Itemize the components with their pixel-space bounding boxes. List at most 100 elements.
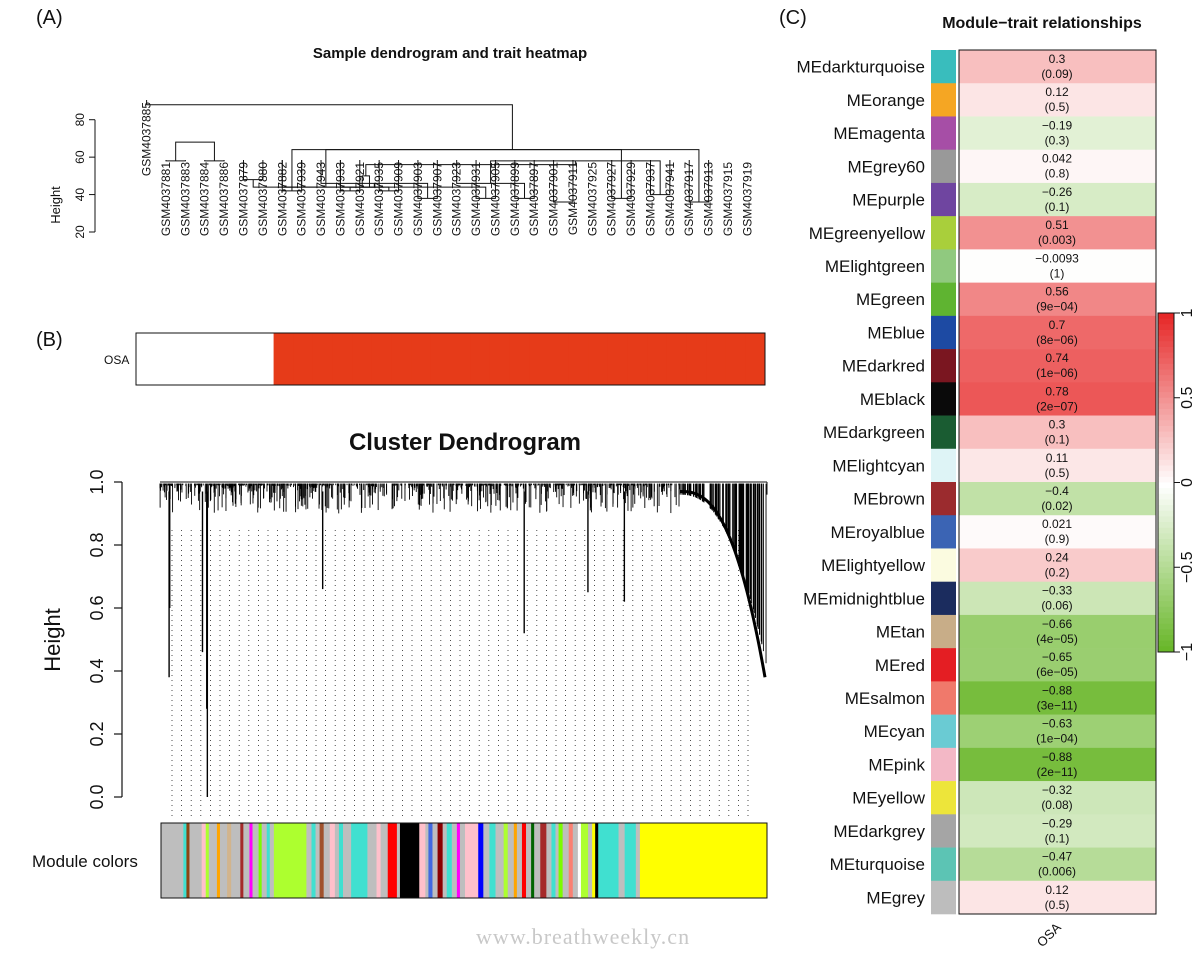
legend-gradient-step [1158,505,1174,512]
module-name: MEgrey [866,888,925,907]
legend-gradient-step [1158,640,1174,647]
module-color-bar [160,822,768,899]
correlation-value: −0.33 [1042,584,1073,598]
heatmap-border [958,49,1157,915]
module-color-swatch [931,847,956,882]
legend-tick-label: 0.5 [1179,387,1196,409]
heatmap-cell [959,448,1156,483]
module-color-swatch [931,814,956,848]
dendrogram-branch [175,141,215,161]
p-value: (9e−04) [1036,300,1078,314]
module-color-stripe [478,823,484,898]
heatmap-cell [959,249,1156,283]
trait-cell [175,333,196,385]
correlation-value: −0.47 [1042,850,1073,864]
dendrogram-branch [378,160,400,192]
legend-gradient-step [1158,437,1174,444]
p-value: (0.02) [1041,499,1072,513]
trait-cell [253,333,275,385]
module-color-stripe [399,823,420,898]
module-color-stripe [618,823,626,898]
module-name: MEturquoise [830,855,925,874]
y-tick-label: 0.6 [87,595,107,620]
module-color-stripe [205,823,210,898]
module-color-stripe [183,823,187,898]
legend-gradient-step [1158,324,1174,331]
legend-gradient-step [1158,358,1174,365]
module-name: MElightgreen [825,257,925,276]
legend-gradient-step [1158,341,1174,348]
trait-cell [391,333,412,385]
module-color-stripe [367,823,377,898]
p-value: (0.1) [1045,831,1070,845]
module-name: MEdarkgrey [833,822,925,841]
module-color-stripe [428,823,433,898]
heatmap-cell [959,648,1156,682]
module-color-swatch [931,482,956,516]
sample-label: GSM4037884 [198,162,212,236]
dendrogram-branch [165,160,186,162]
module-color-stripe [503,823,509,898]
correlation-value: 0.11 [1046,451,1069,465]
legend-gradient-step [1158,623,1174,630]
module-color-stripe [351,823,368,898]
trait-cell [627,333,648,385]
module-color-stripe [459,823,466,898]
module-color-stripe [189,823,203,898]
module-color-stripe [425,823,429,898]
module-color-stripe [465,823,479,898]
panel-a-tree [146,100,710,203]
legend-gradient-step [1158,533,1174,540]
module-name: MEdarkturquoise [796,58,925,77]
heatmap-cell [959,182,1156,217]
module-color-stripe [483,823,490,898]
y-tick-label: 20 [73,225,87,239]
heatmap-cell [959,880,1156,915]
module-color-stripe [551,823,556,898]
module-color-stripe [266,823,271,898]
legend-gradient-step [1158,527,1174,534]
heatmap-cell [959,515,1156,549]
watermark: www.breathweekly.cn [476,924,691,949]
module-color-stripe [577,823,582,898]
trait-cell [371,333,393,385]
sample-label: GSM4037935 [372,162,386,236]
trait-cell [136,333,157,385]
module-name: MEred [875,656,925,675]
panel-a-sample-dendrogram: Sample dendrogram and trait heatmap Heig… [48,45,766,386]
module-color-stripe [261,823,268,898]
sample-label: GSM4037931 [469,162,483,236]
dendrogram-branch [456,160,526,199]
heatmap-cell [959,482,1156,516]
module-color-swatch [931,681,956,715]
legend-tick-label: 0 [1179,478,1196,487]
p-value: (0.003) [1038,233,1076,247]
legend-gradient-step [1158,431,1174,438]
legend-gradient-step [1158,426,1174,433]
module-color-swatch [931,515,956,549]
module-name: MEgreen [856,290,925,309]
legend-gradient-step [1158,380,1174,387]
trait-cell [568,333,589,385]
module-color-stripe [495,823,505,898]
sample-label: GSM4037933 [333,162,347,236]
heatmap-cell [959,847,1156,882]
module-color-stripe [580,823,589,898]
module-name: MEdarkred [842,357,925,376]
module-color-stripe [489,823,496,898]
sample-label: GSM4037899 [508,162,522,236]
module-color-stripe [227,823,232,898]
trait-cell [411,333,432,385]
sample-label: GSM4037915 [721,162,735,236]
legend-gradient-step [1158,539,1174,546]
sample-label: GSM4037921 [353,162,367,236]
p-value: (2e−07) [1036,399,1078,413]
p-value: (4e−05) [1036,632,1078,646]
heatmap-cell [959,814,1156,848]
legend-gradient-step [1158,488,1174,495]
module-color-swatch [931,83,956,117]
module-colors-label: Module colors [32,852,138,871]
sample-label: GSM4037917 [682,162,696,236]
trait-cell [529,333,550,385]
